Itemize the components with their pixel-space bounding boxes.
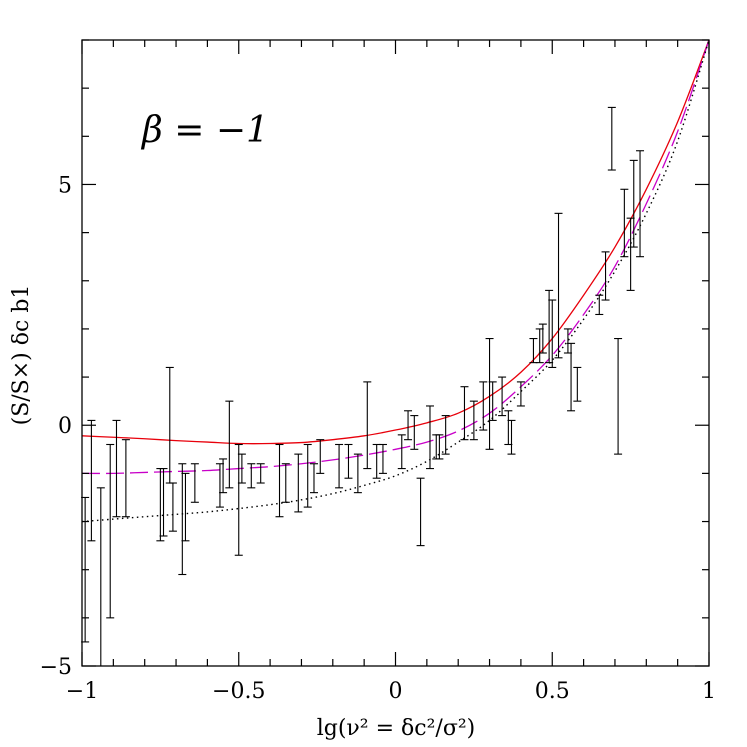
- error-bar: [178, 463, 187, 576]
- error-bar: [237, 453, 246, 484]
- error-bar: [165, 366, 174, 484]
- error-bar: [281, 463, 290, 503]
- x-axis-title: lg(ν² = δc²/σ²): [317, 716, 476, 741]
- error-bar: [529, 338, 538, 364]
- error-bar: [190, 463, 199, 503]
- error-bar: [344, 443, 353, 479]
- error-bar: [353, 453, 362, 494]
- y-tick-label: −5: [40, 655, 72, 680]
- error-bar: [87, 419, 96, 542]
- error-bar: [309, 463, 318, 494]
- error-bar: [567, 342, 576, 412]
- error-bar: [168, 482, 177, 532]
- error-bar: [106, 443, 115, 619]
- error-bar: [607, 106, 616, 171]
- error-bar: [121, 439, 130, 518]
- axis-ticks: [81, 39, 710, 667]
- error-bar: [219, 458, 228, 494]
- x-tick-label: 0.5: [535, 679, 570, 704]
- error-bar: [435, 434, 444, 460]
- error-bar: [498, 376, 507, 417]
- error-bar: [548, 299, 557, 368]
- error-bar: [460, 386, 469, 441]
- y-tick-label: 0: [58, 414, 72, 439]
- error-bar: [159, 468, 168, 537]
- x-tick-label: 1: [702, 679, 716, 704]
- error-bar: [425, 405, 434, 470]
- error-bar: [335, 443, 344, 489]
- error-bar: [112, 419, 121, 518]
- error-bar: [507, 419, 516, 455]
- y-axis-title: (S/S×) δc b1: [9, 285, 34, 426]
- error-bar: [479, 381, 488, 431]
- error-bar: [225, 400, 234, 489]
- error-bar: [485, 338, 494, 450]
- error-bar: [516, 381, 525, 407]
- error-bar: [303, 443, 312, 508]
- error-bar: [316, 439, 325, 474]
- error-bar: [441, 415, 450, 455]
- error-bar: [629, 159, 638, 248]
- error-bar: [410, 415, 419, 450]
- error-bar: [538, 323, 547, 354]
- error-bar: [469, 400, 478, 441]
- annotation-text: β = −1: [140, 110, 269, 151]
- curve-long-dash: [82, 40, 709, 475]
- error-bar: [573, 366, 582, 402]
- error-bar: [404, 410, 413, 441]
- error-bar: [554, 212, 563, 359]
- error-bar: [488, 381, 497, 421]
- error-bar: [601, 251, 610, 301]
- error-bar: [181, 472, 190, 542]
- model-curves: [82, 40, 709, 523]
- x-tick-label: 0: [389, 679, 403, 704]
- error-bar: [256, 463, 265, 484]
- curve-solid: [82, 40, 709, 445]
- y-tick-label: 5: [58, 173, 72, 198]
- error-bar: [620, 188, 629, 258]
- error-bar: [595, 294, 604, 316]
- error-bar: [636, 150, 645, 258]
- error-bar: [275, 443, 284, 518]
- x-tick-label: −1: [66, 679, 98, 704]
- error-bar: [363, 381, 372, 470]
- error-bar: [416, 477, 425, 547]
- error-bar: [397, 434, 406, 470]
- error-bar: [234, 443, 243, 556]
- error-bars: [81, 106, 645, 666]
- x-tick-label: −0.5: [212, 679, 265, 704]
- tick-labels: −1 −0.5 0 0.5 1 −5 0 5: [40, 173, 716, 704]
- error-bar: [614, 338, 623, 455]
- error-bar: [378, 443, 387, 474]
- error-bar: [96, 487, 105, 666]
- error-bar: [247, 463, 256, 489]
- error-bar: [294, 453, 303, 513]
